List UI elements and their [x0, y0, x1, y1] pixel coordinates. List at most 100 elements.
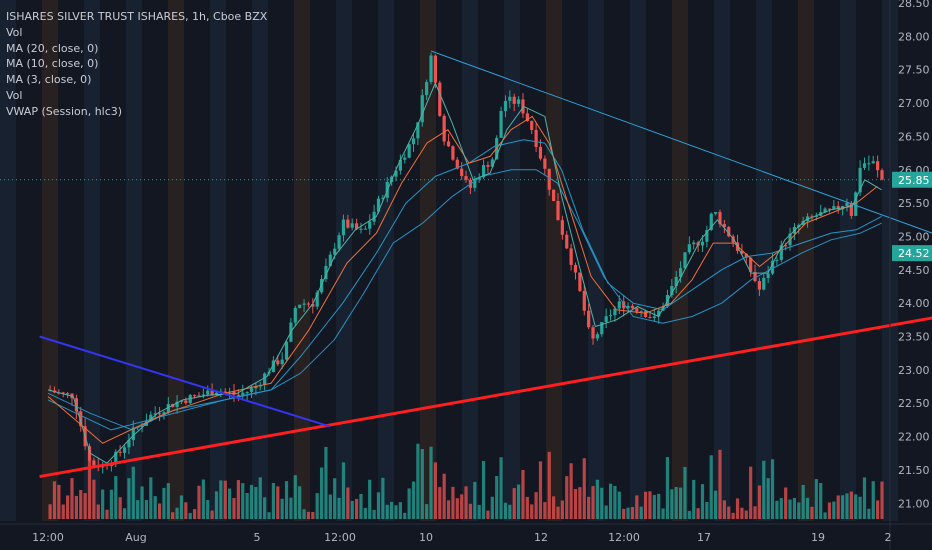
- volume-bar: [762, 460, 766, 519]
- y-tick-label: 25.00: [898, 230, 930, 243]
- volume-bar: [503, 502, 508, 519]
- candle-body: [626, 305, 630, 309]
- volume-bar: [105, 509, 109, 519]
- volume-bar: [219, 480, 223, 519]
- volume-bar: [311, 511, 315, 519]
- session-stripe: [756, 0, 772, 521]
- volume-bar: [525, 496, 529, 519]
- volume-bar: [223, 480, 227, 519]
- volume-bar: [578, 487, 582, 519]
- volume-bar: [709, 455, 713, 519]
- candle-body: [398, 159, 402, 171]
- candle-body: [569, 248, 573, 265]
- candle-body: [766, 273, 770, 278]
- candle-body: [604, 316, 608, 323]
- candle-body: [657, 310, 661, 317]
- candle-body: [376, 198, 381, 212]
- volume-bar: [438, 487, 442, 519]
- current-price-badge: [892, 171, 932, 188]
- candle-body: [582, 290, 586, 311]
- candle-body: [683, 252, 687, 269]
- candle-body: [460, 168, 464, 177]
- volume-bar: [171, 512, 175, 519]
- volume-bar: [499, 457, 503, 519]
- volume-bar: [429, 446, 433, 519]
- candle-body: [293, 307, 297, 323]
- candle-body: [779, 245, 783, 260]
- volume-bar: [197, 485, 201, 519]
- candle-body: [530, 121, 534, 130]
- candle-body: [490, 159, 494, 167]
- volume-bar: [854, 494, 858, 519]
- volume-bar: [814, 479, 818, 519]
- candle-body: [687, 244, 691, 253]
- volume-bar: [740, 507, 744, 519]
- volume-bar: [101, 489, 105, 519]
- candle-body: [87, 446, 92, 461]
- volume-bar: [328, 494, 332, 519]
- volume-bar: [83, 493, 87, 519]
- volume-bar: [674, 487, 678, 519]
- volume-bar: [810, 506, 814, 519]
- candle-body: [587, 310, 591, 328]
- candle-body: [617, 301, 621, 309]
- candle-body: [280, 359, 284, 365]
- volume-bar: [131, 466, 135, 519]
- candle-body: [363, 228, 367, 230]
- candle-body: [249, 388, 254, 392]
- y-tick-label: 24.00: [898, 297, 930, 310]
- candle-body: [565, 234, 569, 249]
- volume-bar: [770, 459, 775, 519]
- legend-ma3: MA (3, close, 0): [6, 73, 92, 87]
- candle-body: [573, 264, 578, 273]
- volume-bar: [306, 511, 311, 519]
- candle-body: [429, 55, 433, 83]
- x-tick-label: 17: [697, 531, 711, 544]
- volume-bar: [420, 448, 424, 519]
- volume-bar: [289, 497, 293, 519]
- volume-bar: [118, 497, 122, 519]
- candle-body: [446, 141, 451, 147]
- volume-bar: [390, 501, 394, 519]
- volume-bar: [718, 449, 722, 519]
- volume-bar: [157, 503, 162, 519]
- x-tick-label: 12:00: [324, 531, 356, 544]
- volume-bar: [249, 484, 254, 519]
- candle-body: [188, 395, 192, 404]
- upper-trendline: [430, 50, 932, 234]
- candle-body: [127, 440, 131, 448]
- y-tick-label: 26.50: [898, 130, 930, 143]
- candle-body: [214, 392, 219, 396]
- candle-body: [346, 219, 350, 228]
- candle-body: [836, 206, 840, 210]
- volume-bar: [630, 507, 635, 519]
- candle-body: [481, 165, 486, 178]
- candle-body: [372, 211, 376, 222]
- volume-bar: [319, 467, 324, 519]
- volume-bar: [753, 506, 757, 519]
- session-stripe: [462, 0, 478, 521]
- volume-bar: [92, 479, 96, 519]
- candle-body: [184, 400, 188, 404]
- candle-body: [425, 82, 429, 96]
- current-price-label: 25.85: [898, 174, 930, 187]
- candle-body: [543, 158, 547, 169]
- candle-body: [241, 392, 245, 395]
- session-stripe: [672, 0, 688, 521]
- candle-body: [416, 122, 420, 139]
- candle-body: [674, 276, 678, 287]
- candle-body: [149, 414, 153, 422]
- volume-bar: [271, 482, 276, 519]
- volume-bar: [455, 498, 459, 519]
- candle-body: [722, 224, 726, 228]
- candle-body: [591, 327, 595, 339]
- volume-bar: [757, 485, 762, 519]
- x-tick-label: 19: [811, 531, 825, 544]
- legend-ma10: MA (10, close, 0): [6, 57, 99, 71]
- old-trendline: [39, 335, 331, 428]
- y-tick-label: 25.50: [898, 197, 930, 210]
- candle-body: [832, 206, 836, 209]
- volume-bar: [416, 443, 420, 519]
